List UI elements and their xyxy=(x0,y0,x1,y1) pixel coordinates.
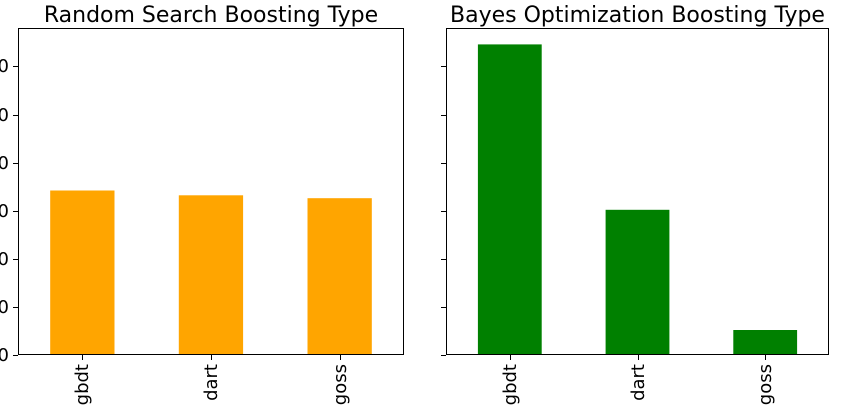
chart-2-title: Bayes Optimization Boosting Type xyxy=(450,3,825,28)
chart-1-xtick-label: dart xyxy=(201,364,222,401)
chart-1-ytick-label: 250 xyxy=(0,105,9,126)
chart-2-xtick-label: gbdt xyxy=(500,364,521,405)
chart-2: gbdt dart goss Bayes Optimization Boosting … xyxy=(441,3,829,405)
chart-1-ytick-label: 300 xyxy=(0,56,9,77)
chart-1-bar-gbdt xyxy=(50,190,115,355)
chart-2-bar-goss xyxy=(733,330,798,355)
chart-1-ytick-label: 50 xyxy=(0,297,9,318)
chart-1-ytick-label: 0 xyxy=(0,345,9,366)
chart-1-bar-goss xyxy=(307,198,372,355)
chart-2-bar-gbdt xyxy=(477,44,542,356)
chart-1: 0 50 100 150 200 250 300 gbdt dart goss Random Sea… xyxy=(0,3,404,405)
chart-1-title: Random Search Boosting Type xyxy=(44,3,378,28)
chart-2-xtick-label: goss xyxy=(755,364,776,405)
chart-2-frame xyxy=(446,28,829,355)
chart-1-ytick-label: 150 xyxy=(0,201,9,222)
chart-2-bar-dart xyxy=(605,209,670,355)
chart-1-ytick-label: 100 xyxy=(0,249,9,270)
chart-1-xtick-label: gbdt xyxy=(72,364,93,405)
chart-2-xtick-label: dart xyxy=(628,364,649,401)
chart-1-xtick-label: goss xyxy=(330,364,351,405)
chart-1-ytick-label: 200 xyxy=(0,153,9,174)
chart-1-bar-dart xyxy=(178,195,244,355)
chart-1-frame xyxy=(18,28,404,355)
